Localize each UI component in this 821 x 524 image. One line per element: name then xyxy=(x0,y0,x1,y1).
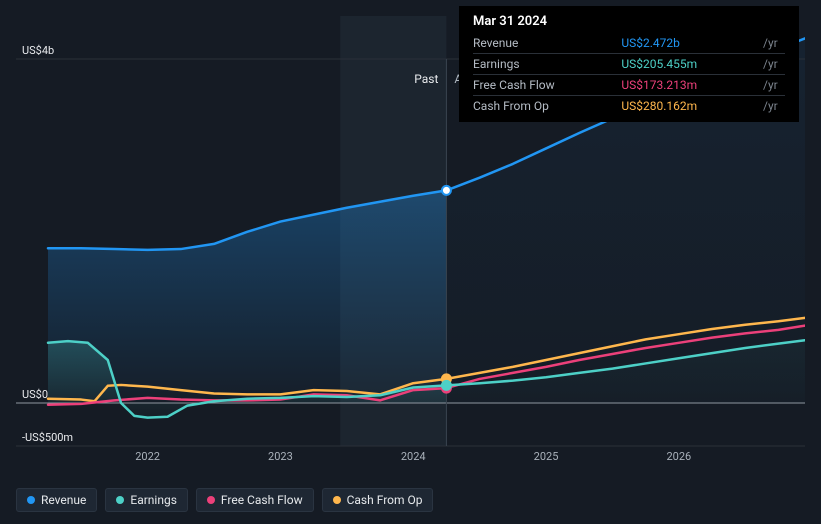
legend-item[interactable]: Free Cash Flow xyxy=(196,488,314,512)
chart-legend: Revenue Earnings Free Cash Flow Cash From O… xyxy=(16,488,433,512)
tooltip-row: Earnings US$205.455m /yr xyxy=(473,54,785,75)
svg-text:US$4b: US$4b xyxy=(22,44,54,57)
legend-label: Cash From Op xyxy=(347,493,423,507)
tooltip-table: Revenue US$2.472b /yrEarnings US$205.455… xyxy=(473,33,785,116)
tooltip-metric-value: US$280.162m xyxy=(621,96,759,117)
legend-dot-icon xyxy=(116,496,124,504)
svg-text:2023: 2023 xyxy=(268,450,293,463)
tooltip-row: Cash From Op US$280.162m /yr xyxy=(473,96,785,117)
tooltip-metric-value: US$205.455m xyxy=(621,54,759,75)
svg-text:-US$500m: -US$500m xyxy=(22,431,73,444)
legend-dot-icon xyxy=(27,496,35,504)
chart-tooltip: Mar 31 2024 Revenue US$2.472b /yrEarning… xyxy=(459,6,799,122)
tooltip-row: Revenue US$2.472b /yr xyxy=(473,33,785,54)
legend-item[interactable]: Revenue xyxy=(16,488,97,512)
svg-text:US$0: US$0 xyxy=(22,388,48,401)
legend-item[interactable]: Earnings xyxy=(105,488,188,512)
tooltip-metric-value: US$173.213m xyxy=(621,75,759,96)
legend-label: Earnings xyxy=(130,493,177,507)
tooltip-metric-unit: /yr xyxy=(759,54,785,75)
tooltip-metric-unit: /yr xyxy=(759,33,785,54)
tooltip-metric-label: Earnings xyxy=(473,54,621,75)
tooltip-metric-unit: /yr xyxy=(759,96,785,117)
svg-text:Past: Past xyxy=(414,72,438,86)
legend-dot-icon xyxy=(333,496,341,504)
tooltip-row: Free Cash Flow US$173.213m /yr xyxy=(473,75,785,96)
legend-dot-icon xyxy=(207,496,215,504)
svg-text:2026: 2026 xyxy=(666,450,691,463)
tooltip-metric-label: Free Cash Flow xyxy=(473,75,621,96)
tooltip-metric-label: Revenue xyxy=(473,33,621,54)
tooltip-date: Mar 31 2024 xyxy=(473,14,785,29)
tooltip-metric-unit: /yr xyxy=(759,75,785,96)
legend-label: Free Cash Flow xyxy=(221,493,303,507)
tooltip-metric-value: US$2.472b xyxy=(621,33,759,54)
legend-item[interactable]: Cash From Op xyxy=(322,488,434,512)
svg-text:2024: 2024 xyxy=(401,450,426,463)
tooltip-metric-label: Cash From Op xyxy=(473,96,621,117)
legend-label: Revenue xyxy=(41,493,86,507)
svg-text:2022: 2022 xyxy=(135,450,160,463)
svg-text:2025: 2025 xyxy=(534,450,559,463)
